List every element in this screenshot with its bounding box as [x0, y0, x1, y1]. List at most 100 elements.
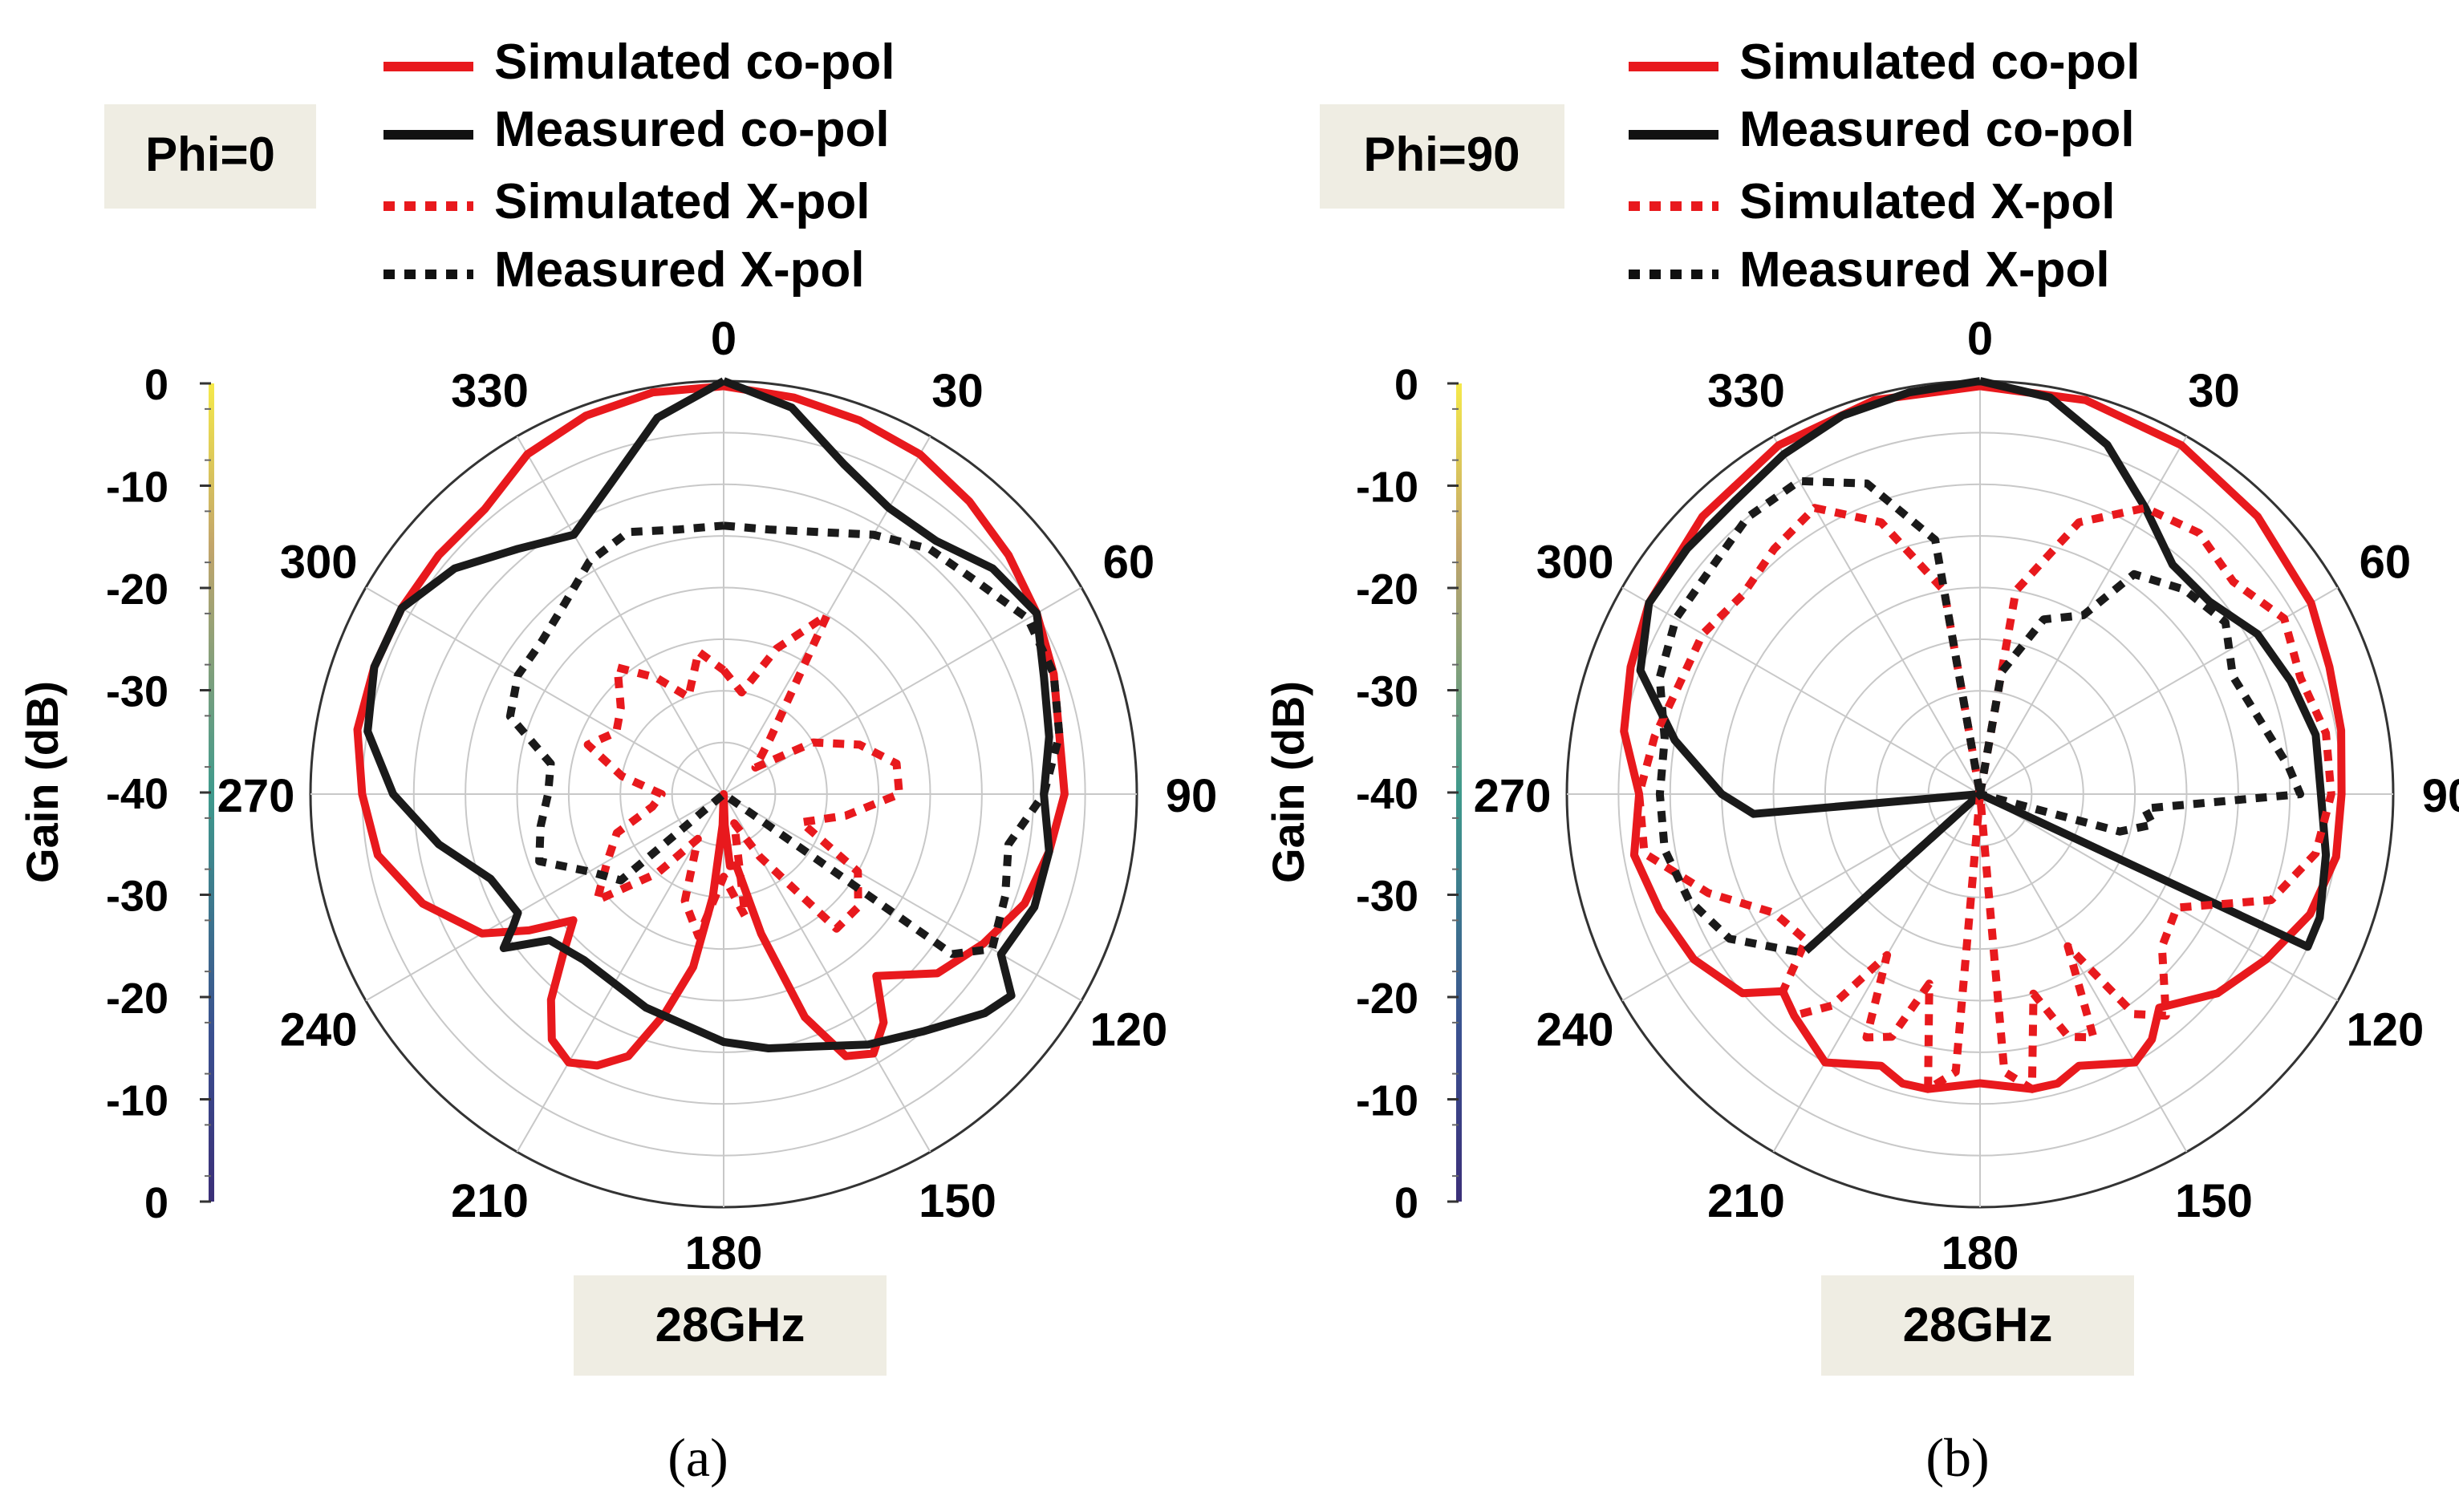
series-measured-co-pol [1636, 377, 2331, 951]
angle-tick-label: 150 [2175, 1175, 2253, 1227]
colorbar-tick-label: -10 [106, 1077, 168, 1125]
frequency-label: 28GHz [1903, 1298, 2053, 1352]
colorbar-tick-labels: 0 -10 -20 -30 -40 -30 -20 -10 0 [106, 361, 168, 1227]
colorbar-tick-label: -20 [1356, 565, 1418, 614]
polar-spoke [1979, 793, 2188, 1153]
colorbar-tick-label: -30 [1356, 668, 1418, 716]
colorbar-ticks [200, 382, 211, 1203]
legend: Simulated co-pol Measured co-pol Simulat… [1629, 34, 2140, 298]
legend-label-meas-xpol: Measured X-pol [494, 242, 865, 298]
angle-tick-label: 120 [1090, 1004, 1168, 1056]
angle-tick-label: 30 [931, 365, 984, 417]
angle-tick-label: 300 [1536, 537, 1614, 589]
angle-tick-label: 330 [1707, 365, 1785, 417]
legend-label-meas-copol: Measured co-pol [1739, 102, 2135, 157]
colorbar-strip [209, 383, 214, 1202]
polar-spoke [723, 793, 931, 1153]
angle-tick-label: 210 [451, 1175, 529, 1227]
polar-plot: 0 30 60 90 120 150 180 210 240 270 300 330 [1474, 313, 2459, 1279]
legend-label-meas-copol: Measured co-pol [494, 102, 890, 157]
colorbar-tick-label: -40 [106, 770, 168, 818]
colorbar-strip [1456, 383, 1462, 1202]
angle-tick-label: 90 [2422, 770, 2459, 822]
colorbar: 0 -10 -20 -30 -40 -30 -20 -10 0 [106, 361, 214, 1227]
colorbar-tick-label: 0 [1394, 361, 1418, 409]
angle-tick-label: 240 [1536, 1004, 1614, 1056]
legend-label-sim-copol: Simulated co-pol [494, 34, 895, 90]
polar-spoke [723, 436, 931, 795]
polar-spoke [516, 436, 724, 795]
series-measured-co-pol [363, 377, 1053, 1052]
angle-tick-label: 30 [2188, 365, 2240, 417]
colorbar-tick-label: -10 [1356, 464, 1418, 512]
angle-tick-label: 60 [1103, 537, 1155, 589]
series-measured-x-pol [1655, 476, 2305, 958]
colorbar-tick-label: -20 [1356, 975, 1418, 1023]
colorbar-tick-label: -30 [106, 873, 168, 921]
colorbar: 0 -10 -20 -30 -40 -30 -20 -10 0 [1356, 361, 1462, 1227]
angle-tick-label: 180 [685, 1227, 763, 1279]
panel-caption: (b) [1925, 1427, 1989, 1488]
polar-spoke [516, 793, 724, 1153]
colorbar-tick-label: 0 [1394, 1179, 1418, 1227]
legend: Simulated co-pol Measured co-pol Simulat… [383, 34, 895, 298]
series-simulated-x-pol [583, 611, 903, 941]
angle-tick-label: 270 [1474, 770, 1552, 822]
polar-spoke [1772, 793, 1981, 1153]
angle-tick-label: 90 [1166, 770, 1218, 822]
angle-tick-label: 120 [2347, 1004, 2425, 1056]
angle-tick-label: 0 [1967, 313, 1993, 365]
phi-label-box [1320, 104, 1564, 209]
polar-spoke [365, 793, 724, 1002]
series-measured-x-pol [505, 521, 1064, 959]
polar-spoke [1621, 793, 1981, 1002]
phi-label: Phi=0 [145, 128, 275, 181]
legend-label-meas-xpol: Measured X-pol [1739, 242, 2110, 298]
frequency-label-box [1821, 1275, 2134, 1376]
legend-label-sim-xpol: Simulated X-pol [494, 174, 870, 229]
angle-tick-label: 150 [919, 1175, 996, 1227]
polar-spoke [1772, 436, 1981, 795]
legend-label-sim-xpol: Simulated X-pol [1739, 174, 2115, 229]
polar-spoke [1621, 586, 1981, 795]
angle-tick-labels: 0 30 60 90 120 150 180 210 240 270 300 330 [217, 313, 1218, 1279]
data-series [1620, 377, 2346, 1093]
colorbar-tick-label: 0 [144, 361, 168, 409]
colorbar-ticks [1447, 382, 1459, 1203]
angle-tick-label: 0 [711, 313, 736, 365]
polar-spoke [723, 793, 1082, 1002]
polar-chart-panel-b: Phi=90 Simulated co-pol Measured co-pol … [1263, 34, 2459, 1488]
polar-spoke [365, 586, 724, 795]
angle-tick-label: 60 [2360, 537, 2412, 589]
series-simulated-co-pol [1620, 382, 2346, 1093]
data-series [353, 377, 1069, 1070]
colorbar-tick-labels: 0 -10 -20 -30 -40 -30 -20 -10 0 [1356, 361, 1418, 1227]
colorbar-tick-label: -20 [106, 565, 168, 614]
phi-label: Phi=90 [1363, 128, 1520, 181]
angle-tick-label: 330 [451, 365, 529, 417]
frequency-label-box [574, 1275, 887, 1376]
polar-spoke [1979, 793, 2339, 1002]
angle-tick-label: 300 [280, 537, 358, 589]
frequency-label: 28GHz [655, 1298, 805, 1352]
angle-tick-label: 240 [280, 1004, 358, 1056]
angle-tick-label: 270 [217, 770, 295, 822]
polar-chart-panel-a: Phi=0 Simulated co-pol Measured co-pol S… [17, 34, 1217, 1488]
colorbar-tick-label: -30 [106, 668, 168, 716]
legend-label-sim-copol: Simulated co-pol [1739, 34, 2140, 90]
series-simulated-co-pol [353, 382, 1069, 1070]
polar-plot: 0 30 60 90 120 150 180 210 240 270 300 330 [217, 313, 1218, 1279]
colorbar-tick-label: 0 [144, 1179, 168, 1227]
colorbar-tick-label: -40 [1356, 770, 1418, 818]
y-axis-label: Gain (dB) [17, 681, 67, 883]
polar-spoke [723, 586, 1082, 795]
angle-tick-labels: 0 30 60 90 120 150 180 210 240 270 300 330 [1474, 313, 2459, 1279]
y-axis-label: Gain (dB) [1263, 681, 1313, 883]
angle-tick-label: 180 [1942, 1227, 2019, 1279]
colorbar-tick-label: -30 [1356, 873, 1418, 921]
angle-tick-label: 210 [1707, 1175, 1785, 1227]
phi-label-box [104, 104, 316, 209]
colorbar-tick-label: -20 [106, 975, 168, 1023]
polar-spoke [1979, 586, 2339, 795]
